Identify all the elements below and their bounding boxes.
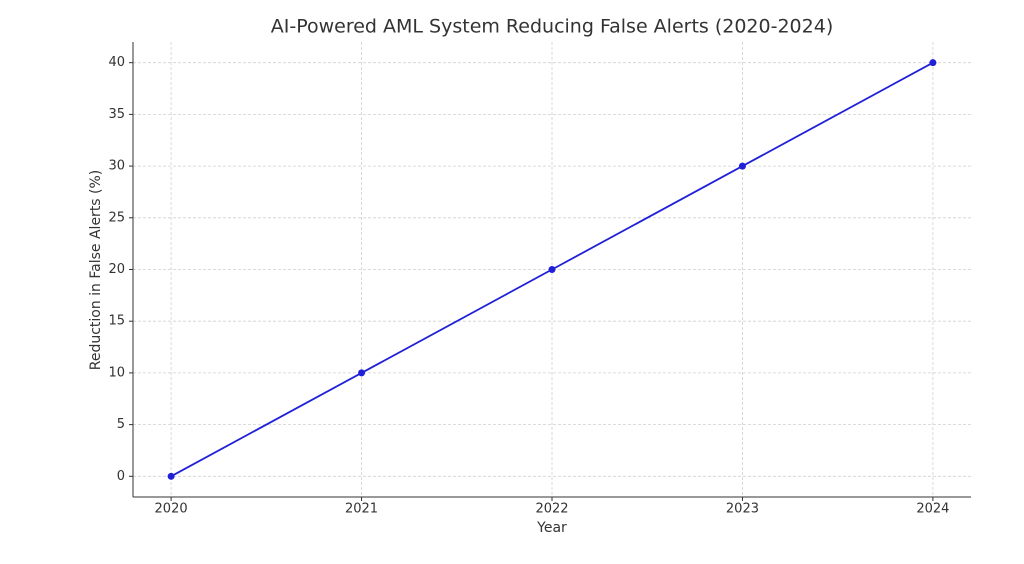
chart-title: AI-Powered AML System Reducing False Ale… xyxy=(271,16,833,38)
x-axis-label: Year xyxy=(536,520,567,536)
x-tick-label: 2024 xyxy=(916,502,949,517)
data-point xyxy=(548,266,556,273)
y-tick-label: 5 xyxy=(117,417,125,432)
x-tick-label: 2021 xyxy=(345,502,378,517)
y-axis-label: Reduction in False Alerts (%) xyxy=(88,170,104,371)
data-point xyxy=(738,162,746,170)
data-point xyxy=(358,369,366,377)
y-tick-label: 10 xyxy=(108,365,125,380)
y-tick-label: 25 xyxy=(108,210,125,225)
x-tick-label: 2022 xyxy=(535,502,568,517)
y-tick-label: 40 xyxy=(108,55,125,70)
y-tick-label: 15 xyxy=(108,314,125,329)
y-tick-label: 30 xyxy=(108,159,125,174)
x-tick-label: 2023 xyxy=(726,502,759,517)
y-tick-label: 35 xyxy=(108,107,125,122)
data-point xyxy=(929,59,937,67)
data-point xyxy=(167,472,175,480)
x-tick-label: 2020 xyxy=(155,502,188,517)
y-tick-label: 0 xyxy=(117,469,125,484)
y-tick-label: 20 xyxy=(108,262,125,277)
